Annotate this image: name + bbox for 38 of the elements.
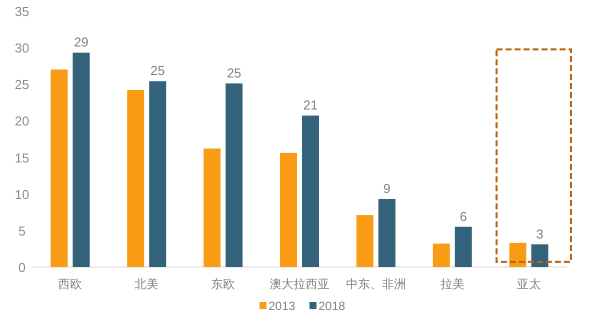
bar — [149, 81, 166, 267]
x-tick-label: 澳大拉西亚 — [270, 277, 330, 291]
bar — [454, 226, 472, 267]
bar — [432, 244, 450, 267]
data-label: 9 — [383, 180, 391, 196]
y-tick-label: 0 — [18, 260, 26, 275]
bar — [509, 242, 526, 267]
bar — [127, 90, 144, 267]
y-tick-label: 20 — [14, 114, 30, 129]
y-tick-label: 30 — [14, 40, 30, 56]
bar — [531, 244, 548, 267]
data-label: 6 — [460, 208, 467, 224]
legend-label: 2018 — [318, 299, 346, 313]
y-tick-label: 35 — [14, 4, 30, 19]
bar — [280, 152, 297, 267]
bar — [378, 198, 396, 267]
data-label: 25 — [150, 63, 165, 78]
x-tick-label: 西欧 — [58, 277, 82, 291]
bar — [226, 83, 243, 267]
bar — [302, 116, 319, 267]
data-label: 21 — [303, 98, 318, 113]
bar — [72, 52, 90, 267]
x-tick-label: 中东、非洲 — [346, 277, 406, 291]
bar — [50, 70, 68, 267]
y-tick-label: 15 — [14, 150, 30, 166]
data-label: 29 — [74, 34, 88, 50]
data-label: 3 — [536, 226, 544, 242]
x-tick-label: 拉美 — [440, 277, 464, 291]
y-tick-label: 10 — [14, 186, 30, 202]
x-tick-label: 北美 — [134, 277, 159, 291]
y-tick-label: 25 — [14, 77, 30, 92]
bar — [356, 215, 374, 267]
y-tick-label: 5 — [18, 223, 26, 238]
x-tick-label: 亚太 — [516, 277, 541, 291]
x-tick-label: 东欧 — [211, 277, 236, 291]
bar — [204, 148, 221, 267]
data-label: 25 — [226, 65, 242, 80]
legend-label: 2013 — [268, 299, 296, 313]
